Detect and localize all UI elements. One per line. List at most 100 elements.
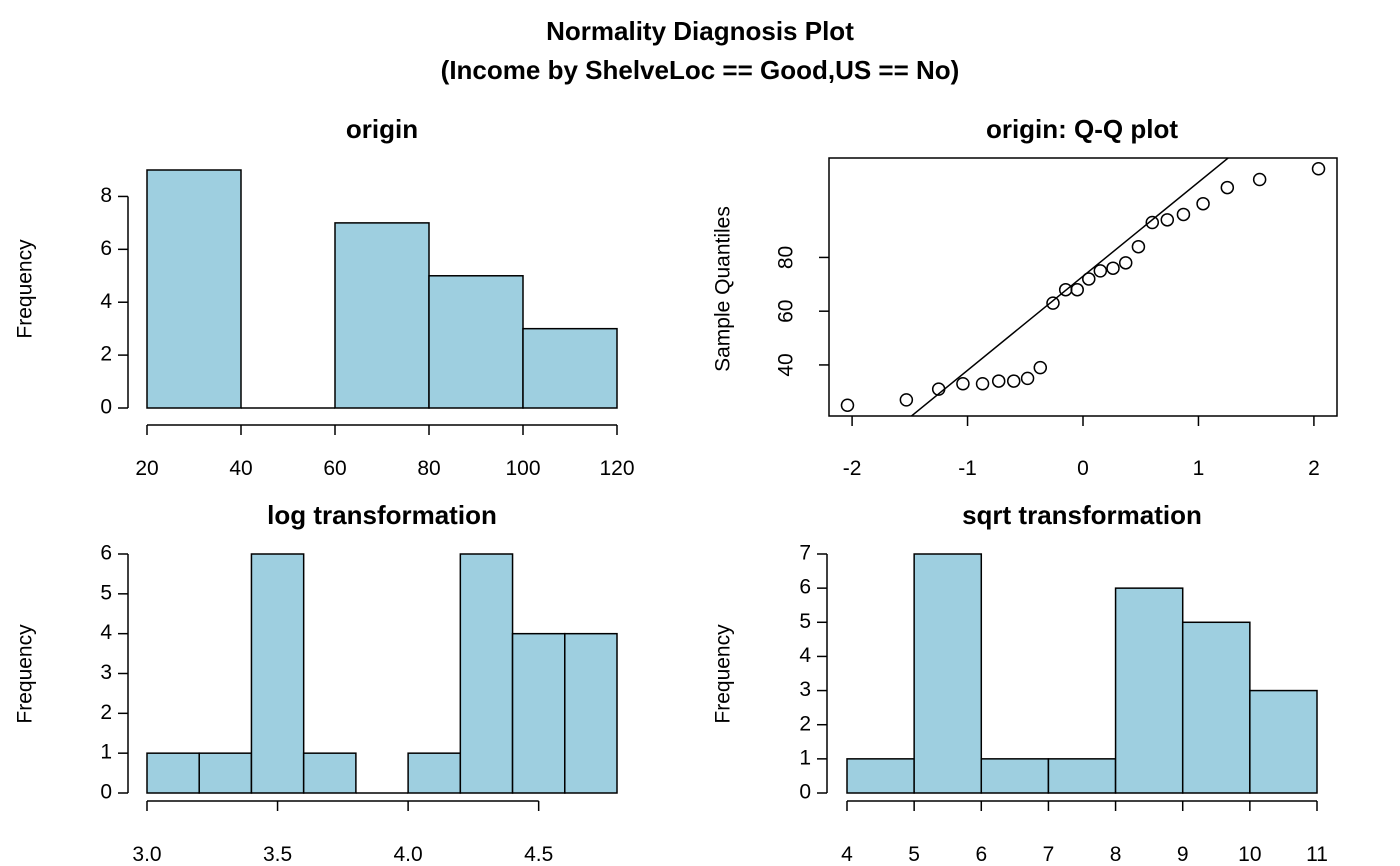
y-axis-label: Frequency xyxy=(14,624,37,724)
y-tick-label: 4 xyxy=(799,644,811,667)
x-tick-label: 2 xyxy=(1308,457,1320,480)
y-tick-label: 0 xyxy=(100,396,112,419)
qq-point xyxy=(1093,264,1108,278)
qq-point xyxy=(899,393,914,407)
x-tick-label: 9 xyxy=(1177,843,1189,866)
qq-point xyxy=(1070,282,1084,297)
y-tick-label: 6 xyxy=(100,237,112,260)
x-tick-label: 4 xyxy=(841,843,853,866)
x-tick-label: 10 xyxy=(1238,843,1261,866)
main-title-line2: (Income by ShelveLoc == Good,US == No) xyxy=(441,55,960,85)
panel-title: origin: Q-Q plot xyxy=(986,114,1178,144)
qq-point xyxy=(931,382,946,396)
x-tick-label: 4.0 xyxy=(394,843,423,866)
x-tick-label: 11 xyxy=(1306,843,1328,866)
qq-point xyxy=(1311,162,1326,176)
histogram-bar xyxy=(564,632,618,794)
histogram-bar xyxy=(334,222,430,409)
histogram-bar xyxy=(407,752,462,794)
histogram-bar xyxy=(250,553,305,794)
y-tick-label: 2 xyxy=(100,343,112,366)
x-tick-label: 6 xyxy=(975,843,987,866)
qq-point xyxy=(1176,207,1191,222)
qq-point xyxy=(1006,374,1021,388)
histogram-bar xyxy=(522,327,618,409)
panel-title: log transformation xyxy=(267,500,497,530)
histogram-bar xyxy=(1249,689,1318,794)
y-axis-label: Frequency xyxy=(14,239,37,339)
x-tick-label: 40 xyxy=(229,457,252,480)
y-tick-label: 4 xyxy=(100,621,112,644)
histogram-bar xyxy=(1047,758,1117,794)
histogram-bar xyxy=(1181,621,1251,794)
y-tick-label: 0 xyxy=(100,781,112,804)
histogram-bar xyxy=(146,752,200,794)
y-tick-label: 3 xyxy=(799,678,811,701)
qq-point xyxy=(1118,256,1133,270)
y-tick-label: 0 xyxy=(799,781,811,804)
x-tick-label: 4.5 xyxy=(524,843,553,866)
qq-point xyxy=(1046,296,1060,310)
x-tick-label: 3.0 xyxy=(132,843,161,866)
qq-point xyxy=(1196,196,1210,211)
histogram-bar xyxy=(511,632,566,794)
histogram-bar xyxy=(428,275,524,409)
x-tick-label: 80 xyxy=(417,457,440,480)
histogram-bar xyxy=(980,758,1050,794)
main-title-line1: Normality Diagnosis Plot xyxy=(546,16,854,46)
qq-point xyxy=(1082,272,1096,286)
y-tick-label: 1 xyxy=(799,746,811,769)
panel-1: origin Frequency 0 2 4 6 8 20 40 60 80 100 120 xyxy=(14,114,635,480)
y-tick-label: 8 xyxy=(100,184,112,207)
y-tick-label: 2 xyxy=(799,712,811,735)
y-tick-label: 80 xyxy=(775,246,798,269)
x-tick-label: 120 xyxy=(599,457,634,480)
qq-point xyxy=(1106,261,1120,275)
x-tick-label: -1 xyxy=(958,457,977,480)
qq-point xyxy=(840,398,855,412)
qq-point xyxy=(1160,213,1175,227)
y-tick-label: 1 xyxy=(100,741,112,764)
y-tick-label: 5 xyxy=(100,581,112,604)
x-tick-label: 3.5 xyxy=(263,843,292,866)
y-tick-label: 60 xyxy=(775,300,798,323)
panel-4: sqrt transformation Frequency 0 1 2 3 4 5 6 7 4 5 6 7… xyxy=(712,500,1328,866)
x-tick-label: 5 xyxy=(908,843,920,866)
qq-point xyxy=(1033,360,1048,375)
x-tick-label: 60 xyxy=(323,457,346,480)
panel-title: sqrt transformation xyxy=(962,500,1202,530)
qq-point xyxy=(956,377,970,391)
panel-3: log transformation Frequency 0 1 2 3 4 5 6 3.0 3.5… xyxy=(14,500,618,866)
qq-point xyxy=(1220,180,1235,195)
histogram-bar xyxy=(913,553,983,794)
qq-point xyxy=(1252,172,1267,187)
x-tick-label: 20 xyxy=(135,457,158,480)
y-tick-label: 2 xyxy=(100,701,112,724)
x-tick-label: 7 xyxy=(1043,843,1055,866)
qq-point xyxy=(975,377,990,391)
y-tick-label: 7 xyxy=(799,542,811,565)
x-tick-label: 8 xyxy=(1110,843,1122,866)
y-tick-label: 4 xyxy=(100,290,112,313)
y-tick-label: 3 xyxy=(100,661,112,684)
x-tick-label: -2 xyxy=(843,457,862,480)
histogram-bar xyxy=(459,553,514,794)
histogram-bar xyxy=(1114,587,1184,794)
histogram-bar xyxy=(846,758,915,794)
panel-2: origin: Q-Q plot Sample Quantiles 40 60 80 -2… xyxy=(712,114,1338,480)
y-tick-label: 6 xyxy=(799,576,811,599)
y-tick-label: 6 xyxy=(100,542,112,565)
y-axis-label: Frequency xyxy=(712,624,735,724)
x-tick-label: 1 xyxy=(1193,457,1205,480)
histogram-bar xyxy=(146,169,242,409)
qq-point xyxy=(1145,215,1160,230)
panel-title: origin xyxy=(346,114,418,144)
histogram-bar xyxy=(198,752,253,794)
x-tick-label: 100 xyxy=(505,457,540,480)
histogram-bar xyxy=(302,752,357,794)
x-tick-label: 0 xyxy=(1077,457,1089,480)
y-tick-label: 5 xyxy=(799,610,811,633)
qq-point xyxy=(1020,371,1035,386)
y-tick-label: 40 xyxy=(775,353,798,376)
